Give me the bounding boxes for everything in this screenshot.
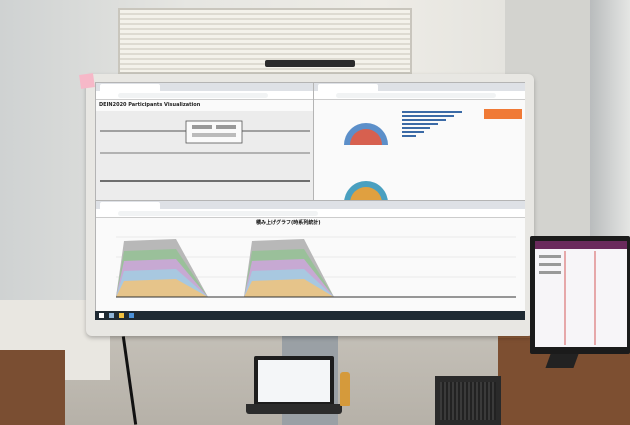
browser-window-left: DEIN2020 Participants Visualization — [95, 82, 315, 202]
timeline-box-row-1 — [192, 125, 212, 129]
browser-tab-bottom[interactable] — [100, 202, 160, 209]
stacked-area-chart — [116, 236, 516, 298]
folder-icon[interactable] — [119, 313, 124, 318]
window-blind — [118, 8, 412, 74]
timeline-diagram — [96, 111, 314, 201]
area-group-1 — [116, 239, 208, 297]
hbar-4 — [402, 123, 438, 125]
page-title: DEIN2020 Participants Visualization — [99, 102, 201, 108]
url-field-right[interactable] — [336, 93, 496, 98]
sticky-note — [79, 73, 95, 89]
chart-caption: 積み上げグラフ(時系列統計) — [256, 220, 321, 226]
tab-bar-bottom — [96, 201, 525, 209]
hbar-7 — [402, 135, 416, 137]
display-screen: DEIN2020 Participants Visualization — [95, 82, 525, 320]
horizontal-bar-chart — [402, 111, 462, 137]
timeline-box-row-3 — [192, 133, 236, 137]
hbar-3 — [402, 119, 446, 121]
area-2-band-5 — [244, 279, 334, 297]
search-icon[interactable] — [109, 313, 114, 318]
area-group-2 — [244, 239, 334, 297]
start-icon[interactable] — [99, 313, 104, 318]
pc-tower-grill — [440, 382, 496, 420]
semicircle-chart-top-inner — [350, 129, 382, 145]
url-field-bottom[interactable] — [118, 211, 318, 216]
laptop-keyboard — [246, 404, 342, 414]
right-monitor-stand — [545, 354, 579, 368]
hbar-6 — [402, 131, 424, 133]
orange-callout — [484, 109, 522, 119]
right-monitor-screen — [535, 241, 627, 347]
right-monitor-content — [535, 241, 627, 345]
drink-bottle — [340, 372, 350, 406]
hbar-5 — [402, 127, 430, 129]
browser-window-bottom: 積み上げグラフ(時系列統計) — [95, 200, 525, 313]
tab-bar — [96, 83, 314, 91]
area-1-band-5 — [116, 279, 208, 297]
timeline-box-row-2 — [216, 125, 236, 129]
monitor-row-2 — [539, 263, 561, 266]
url-field[interactable] — [118, 93, 268, 98]
hbar-1 — [402, 111, 462, 113]
taskbar — [95, 311, 525, 320]
browser-icon[interactable] — [129, 313, 134, 318]
laptop-screen — [258, 360, 330, 402]
hbar-2 — [402, 115, 454, 117]
browser-tab[interactable] — [100, 84, 160, 91]
monitor-row-3 — [539, 271, 561, 274]
semicircle-chart-bottom-inner — [350, 187, 382, 203]
browser-tab-right[interactable] — [318, 84, 378, 91]
display-camera-bar — [265, 60, 355, 67]
monitor-row-1 — [539, 255, 561, 258]
tab-bar-right — [314, 83, 525, 91]
monitor-header-bar — [535, 241, 627, 249]
left-desk — [0, 350, 65, 425]
timeline-box — [185, 120, 243, 144]
